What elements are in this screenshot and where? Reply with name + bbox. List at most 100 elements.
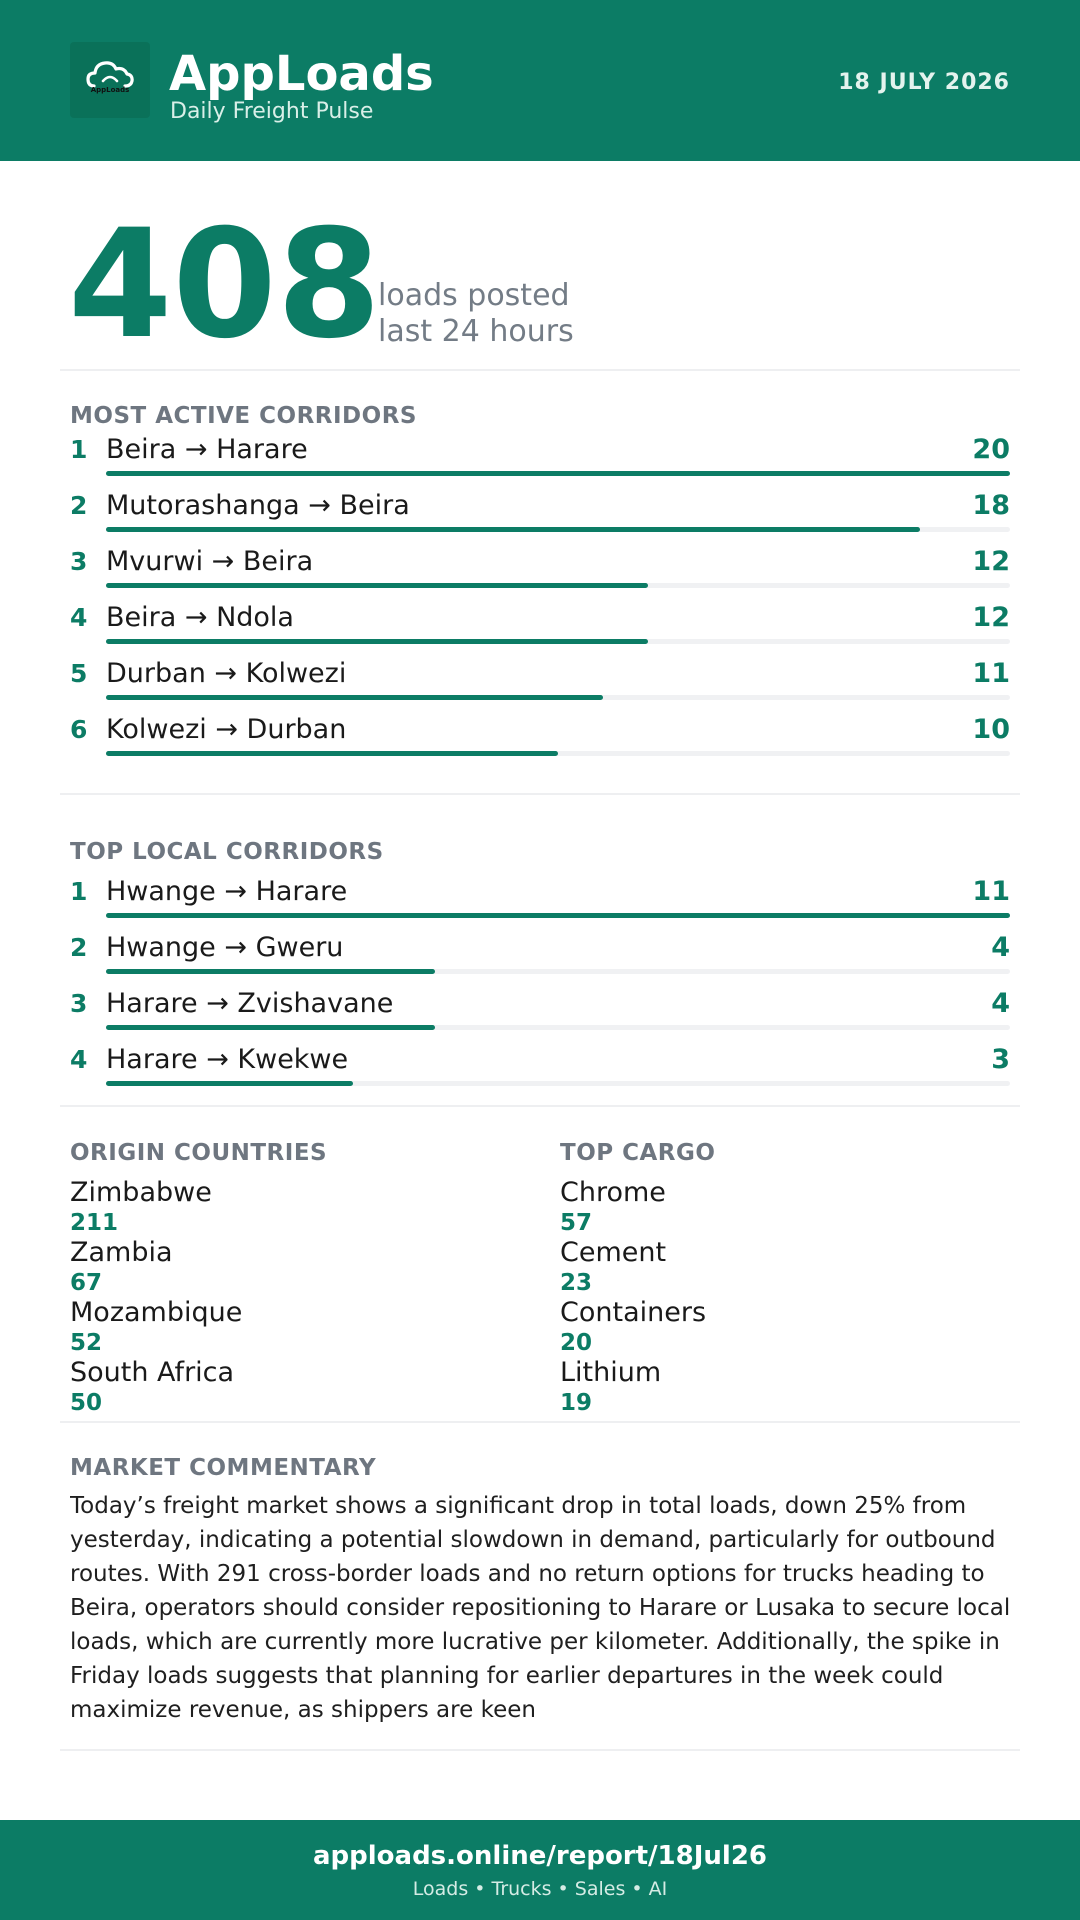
logo-wordmark: AppLoads [90,86,130,94]
corridor-count: 11 [972,876,1010,907]
stat-value: 211 [70,1210,119,1236]
divider [60,1105,1020,1107]
corridor-count: 12 [972,602,1010,633]
divider [60,1421,1020,1423]
report-link[interactable]: apploads.online/report/18Jul26 [312,1841,768,1871]
corridor-bar-fill [106,639,649,644]
corridor-row: 4 Beira → Ndola 12 [70,601,1010,657]
corridor-label: Mutorashanga → Beira [106,490,410,521]
corridor-row: 6 Kolwezi → Durban 10 [70,713,1010,769]
stat-value: 50 [70,1390,103,1416]
corridor-label: Kolwezi → Durban [106,714,347,745]
corridor-rank: 6 [70,715,88,744]
origin-countries-list: Zimbabwe 211 Zambia 67 Mozambique 52 South Afr… [70,1177,490,1417]
corridor-rank: 3 [70,547,88,576]
corridor-rank: 1 [70,435,88,464]
corridor-row: 2 Hwange → Gweru 4 [70,931,1010,987]
corridor-label: Beira → Ndola [106,602,294,633]
stat-name: Lithium [560,1357,662,1388]
section-title-active-corridors: MOST ACTIVE CORRIDORS [70,403,417,429]
corridor-bar-fill [106,969,435,974]
corridor-count: 18 [972,490,1010,521]
section-title-local-corridors: TOP LOCAL CORRIDORS [70,839,384,865]
top-cargo-list: Chrome 57 Cement 23 Containers 20 Lithium 19 [560,1177,980,1417]
divider [60,793,1020,795]
corridor-bar-fill [106,583,649,588]
stat-value: 52 [70,1330,103,1356]
corridor-label: Durban → Kolwezi [106,658,347,689]
corridor-bar-fill [106,471,1010,476]
corridor-label: Harare → Kwekwe [106,1044,349,1075]
corridor-rank: 4 [70,1045,88,1074]
stat-value: 23 [560,1270,593,1296]
cloud-icon [86,61,134,88]
corridor-bar-track [106,751,1010,756]
corridor-bar-fill [106,913,1010,918]
corridor-row: 1 Hwange → Harare 11 [70,875,1010,931]
corridor-bar-fill [106,695,604,700]
corridor-label: Harare → Zvishavane [106,988,394,1019]
corridor-rank: 2 [70,491,88,520]
corridor-bar-track [106,695,1010,700]
stat-value: 20 [560,1330,593,1356]
stat-name: Chrome [560,1177,666,1208]
corridor-label: Beira → Harare [106,434,308,465]
header-bar: AppLoads AppLoads Daily Freight Pulse 18… [0,0,1080,161]
corridor-bar-track [106,583,1010,588]
corridor-bar-fill [106,1081,353,1086]
footer-bar: apploads.online/report/18Jul26 Loads • T… [0,1820,1080,1920]
stat-value: 57 [560,1210,593,1236]
corridor-row: 3 Mvurwi → Beira 12 [70,545,1010,601]
corridor-bar-fill [106,527,920,532]
total-loads-caption: loads posted last 24 hours [378,278,574,350]
corridor-count: 10 [972,714,1010,745]
app-title: AppLoads [169,46,434,102]
corridor-row: 4 Harare → Kwekwe 3 [70,1043,1010,1099]
stat-name: Mozambique [70,1297,243,1328]
caption-line-1: loads posted [378,278,570,313]
stat-value: 19 [560,1390,593,1416]
app-subtitle: Daily Freight Pulse [170,99,374,124]
app-logo[interactable]: AppLoads [70,42,150,118]
stat-value: 67 [70,1270,103,1296]
corridor-bar-track [106,969,1010,974]
corridor-rank: 2 [70,933,88,962]
corridor-count: 11 [972,658,1010,689]
market-commentary-text: Today’s freight market shows a significa… [70,1493,1011,1723]
corridor-bar-track [106,471,1010,476]
corridor-bar-track [106,527,1010,532]
corridor-label: Hwange → Harare [106,876,348,907]
corridor-rank: 4 [70,603,88,632]
caption-line-2: last 24 hours [378,314,574,349]
corridor-bar-track [106,913,1010,918]
corridor-rank: 5 [70,659,88,688]
corridor-count: 3 [991,1044,1010,1075]
stat-name: Cement [560,1237,667,1268]
corridor-row: 3 Harare → Zvishavane 4 [70,987,1010,1043]
corridor-row: 1 Beira → Harare 20 [70,433,1010,489]
total-loads-value: 408 [68,198,382,372]
corridor-row: 5 Durban → Kolwezi 11 [70,657,1010,713]
stat-name: Zambia [70,1237,173,1268]
corridor-row: 2 Mutorashanga → Beira 18 [70,489,1010,545]
footer-tagline: Loads • Trucks • Sales • AI [412,1878,668,1900]
corridor-bar-track [106,639,1010,644]
section-title-market-commentary: MARKET COMMENTARY [70,1455,377,1481]
corridor-count: 4 [991,988,1010,1019]
stat-name: South Africa [70,1357,235,1388]
corridor-bar-fill [106,751,558,756]
corridor-count: 20 [972,434,1010,465]
divider [60,1749,1020,1751]
corridor-bar-track [106,1025,1010,1030]
report-date: 18 JULY 2026 [838,70,1010,95]
corridor-rank: 1 [70,877,88,906]
stat-name: Zimbabwe [70,1177,212,1208]
corridor-bar-track [106,1081,1010,1086]
section-title-origin-countries: ORIGIN COUNTRIES [70,1140,328,1166]
stat-name: Containers [560,1297,707,1328]
corridor-label: Hwange → Gweru [106,932,344,963]
divider [60,369,1020,371]
corridor-bar-fill [106,1025,435,1030]
corridor-rank: 3 [70,989,88,1018]
corridor-label: Mvurwi → Beira [106,546,314,577]
